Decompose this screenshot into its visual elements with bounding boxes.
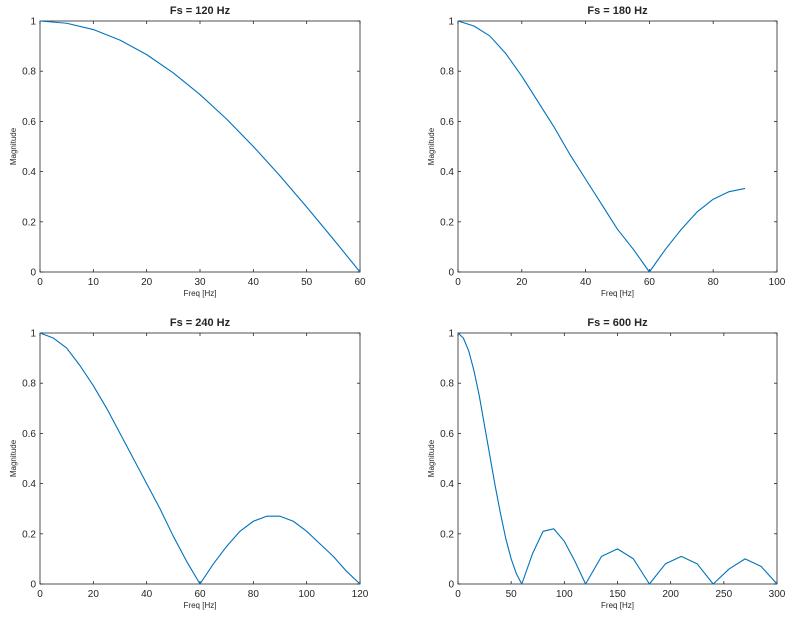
y-tick-label: 1	[448, 17, 454, 28]
chart-title: Fs = 120 Hz	[170, 5, 231, 17]
y-tick-label: 0.8	[22, 379, 36, 390]
series-line-1	[457, 332, 778, 585]
x-tick-label: 20	[141, 277, 153, 288]
y-tick-label: 1	[448, 329, 454, 340]
x-tick-label: 0	[455, 277, 461, 288]
y-axis-label: Magnitude	[9, 439, 18, 477]
x-tick-label: 60	[194, 589, 206, 600]
y-tick-label: 0	[30, 268, 36, 279]
series-line-1	[39, 20, 361, 273]
y-tick-label: 0.2	[22, 529, 36, 540]
x-axis-label: Freq [Hz]	[601, 601, 634, 610]
y-axis-label: Magnitude	[427, 439, 436, 477]
y-tick-label: 0.6	[22, 117, 36, 128]
y-tick-label: 0.2	[440, 217, 454, 228]
x-tick-label: 60	[644, 277, 656, 288]
x-tick-label: 250	[715, 589, 732, 600]
y-tick-label: 0.4	[22, 167, 36, 178]
y-tick-label: 0.8	[440, 379, 454, 390]
x-axis-label: Freq [Hz]	[601, 289, 634, 298]
x-tick-label: 50	[301, 277, 313, 288]
y-tick-label: 0.6	[22, 429, 36, 440]
x-tick-label: 80	[708, 277, 720, 288]
y-axis-label: Magnitude	[9, 127, 18, 165]
x-tick-label: 40	[580, 277, 592, 288]
x-tick-label: 80	[248, 589, 260, 600]
y-tick-label: 0.4	[440, 479, 454, 490]
x-tick-label: 60	[354, 277, 366, 288]
x-tick-label: 100	[556, 589, 573, 600]
y-tick-label: 1	[30, 329, 36, 340]
x-tick-label: 300	[769, 589, 786, 600]
y-tick-label: 0.8	[22, 67, 36, 78]
y-tick-label: 0.2	[22, 217, 36, 228]
x-tick-label: 100	[298, 589, 315, 600]
x-tick-label: 20	[88, 589, 100, 600]
subplot-3: 0 20 40 60 80 100 120 0 0.2 0.4 0.6 0.8 1 Fs = 240 Hz…	[9, 317, 369, 610]
y-tick-label: 0.4	[440, 167, 454, 178]
x-tick-label: 100	[769, 277, 786, 288]
axes-frame	[457, 332, 778, 585]
series-line-1	[39, 332, 361, 585]
x-tick-label: 0	[37, 277, 43, 288]
axes-frame	[39, 332, 361, 585]
subplot-4: 0 50 100 150 200 250 300 0 0.2 0.4 0.6 0.8 1 Fs = 600…	[427, 317, 786, 610]
x-tick-label: 200	[662, 589, 679, 600]
y-tick-label: 0.6	[440, 429, 454, 440]
x-tick-label: 150	[609, 589, 626, 600]
x-tick-label: 0	[37, 589, 43, 600]
chart-title: Fs = 240 Hz	[170, 317, 231, 329]
y-tick-label: 0.6	[440, 117, 454, 128]
y-tick-label: 0	[448, 580, 454, 591]
y-tick-label: 0.4	[22, 479, 36, 490]
subplot-2: 0 20 40 60 80 100 0 0.2 0.4 0.6 0.8 1 Fs = 180 Hz Fre…	[427, 5, 786, 298]
chart-title: Fs = 600 Hz	[587, 317, 648, 329]
y-tick-label: 0	[30, 580, 36, 591]
chart-title: Fs = 180 Hz	[587, 5, 648, 17]
x-tick-label: 40	[141, 589, 153, 600]
y-tick-label: 0	[448, 268, 454, 279]
y-axis-label: Magnitude	[427, 127, 436, 165]
y-tick-label: 1	[30, 17, 36, 28]
x-tick-label: 10	[88, 277, 100, 288]
y-tick-label: 0.2	[440, 529, 454, 540]
x-tick-label: 40	[248, 277, 260, 288]
x-tick-label: 50	[506, 589, 518, 600]
x-axis-label: Freq [Hz]	[184, 289, 217, 298]
x-tick-label: 0	[455, 589, 461, 600]
x-tick-label: 30	[194, 277, 206, 288]
x-tick-label: 20	[516, 277, 528, 288]
subplot-1: 0 10 20 30 40 50 60 0 0.2 0.4 0.6 0.8 1 Fs = 120 Hz Fr…	[9, 5, 366, 298]
axes-frame	[39, 20, 361, 273]
y-tick-label: 0.8	[440, 67, 454, 78]
series-line-1	[457, 20, 746, 273]
x-tick-label: 120	[352, 589, 369, 600]
axes-frame	[457, 20, 778, 273]
x-axis-label: Freq [Hz]	[184, 601, 217, 610]
